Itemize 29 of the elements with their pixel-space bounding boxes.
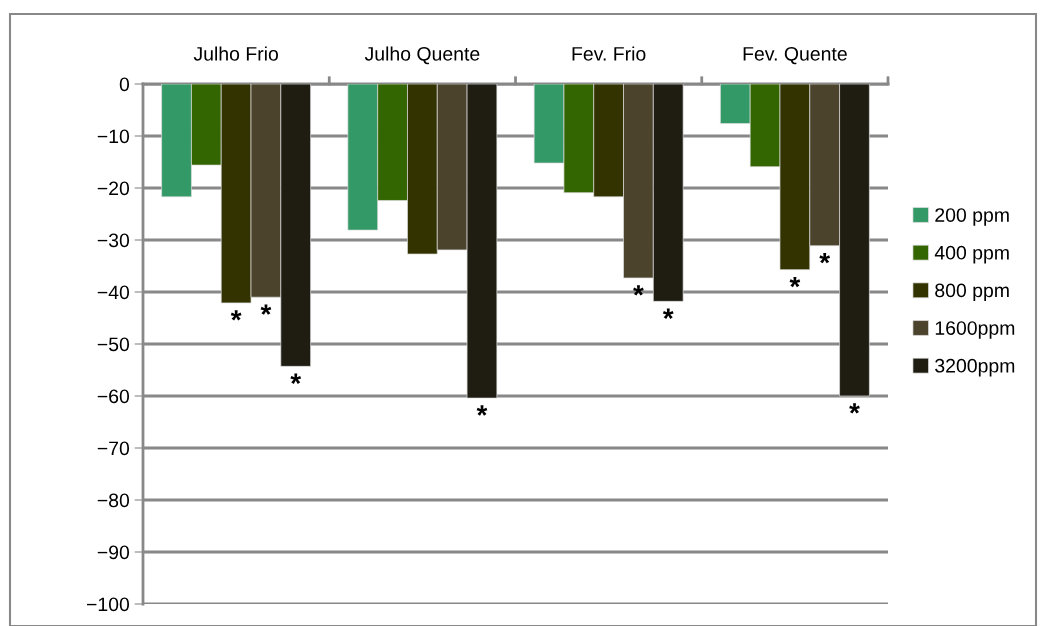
y-tick-label: −80 <box>97 493 130 508</box>
y-tick-label: −20 <box>97 181 130 196</box>
x-tick-label: Julho Quente <box>364 46 480 65</box>
legend-label: 3200ppm <box>935 358 1015 377</box>
y-tick-label: −70 <box>97 441 130 456</box>
legend-label: 400 ppm <box>934 245 1009 264</box>
legend-label: 200 ppm <box>935 208 1009 226</box>
data-label: * <box>260 304 272 315</box>
data-label: * <box>633 285 644 296</box>
y-tick-label: −50 <box>97 337 130 352</box>
x-tick-label: Fev. Frio <box>572 46 646 61</box>
x-tick-label: Julho Frio <box>193 46 278 61</box>
legend-label: 1600ppm <box>935 321 1015 339</box>
legend-label: 800 ppm <box>935 283 1009 302</box>
data-label: * <box>849 403 860 414</box>
data-label: * <box>662 308 674 319</box>
y-tick-label: −60 <box>97 389 130 404</box>
data-label: * <box>789 276 801 288</box>
y-tick-label: 0 <box>119 77 130 92</box>
y-tick-label: −10 <box>97 129 130 144</box>
data-label: * <box>230 310 242 321</box>
y-tick-label: −40 <box>97 285 130 300</box>
data-label: * <box>290 373 302 384</box>
y-tick-label: −90 <box>97 545 130 560</box>
y-tick-label: −30 <box>97 233 130 248</box>
data-label: * <box>819 252 831 264</box>
y-tick-label: −100 <box>86 597 130 612</box>
x-tick-label: Fev. Quente <box>743 46 847 65</box>
data-label: * <box>476 405 488 416</box>
